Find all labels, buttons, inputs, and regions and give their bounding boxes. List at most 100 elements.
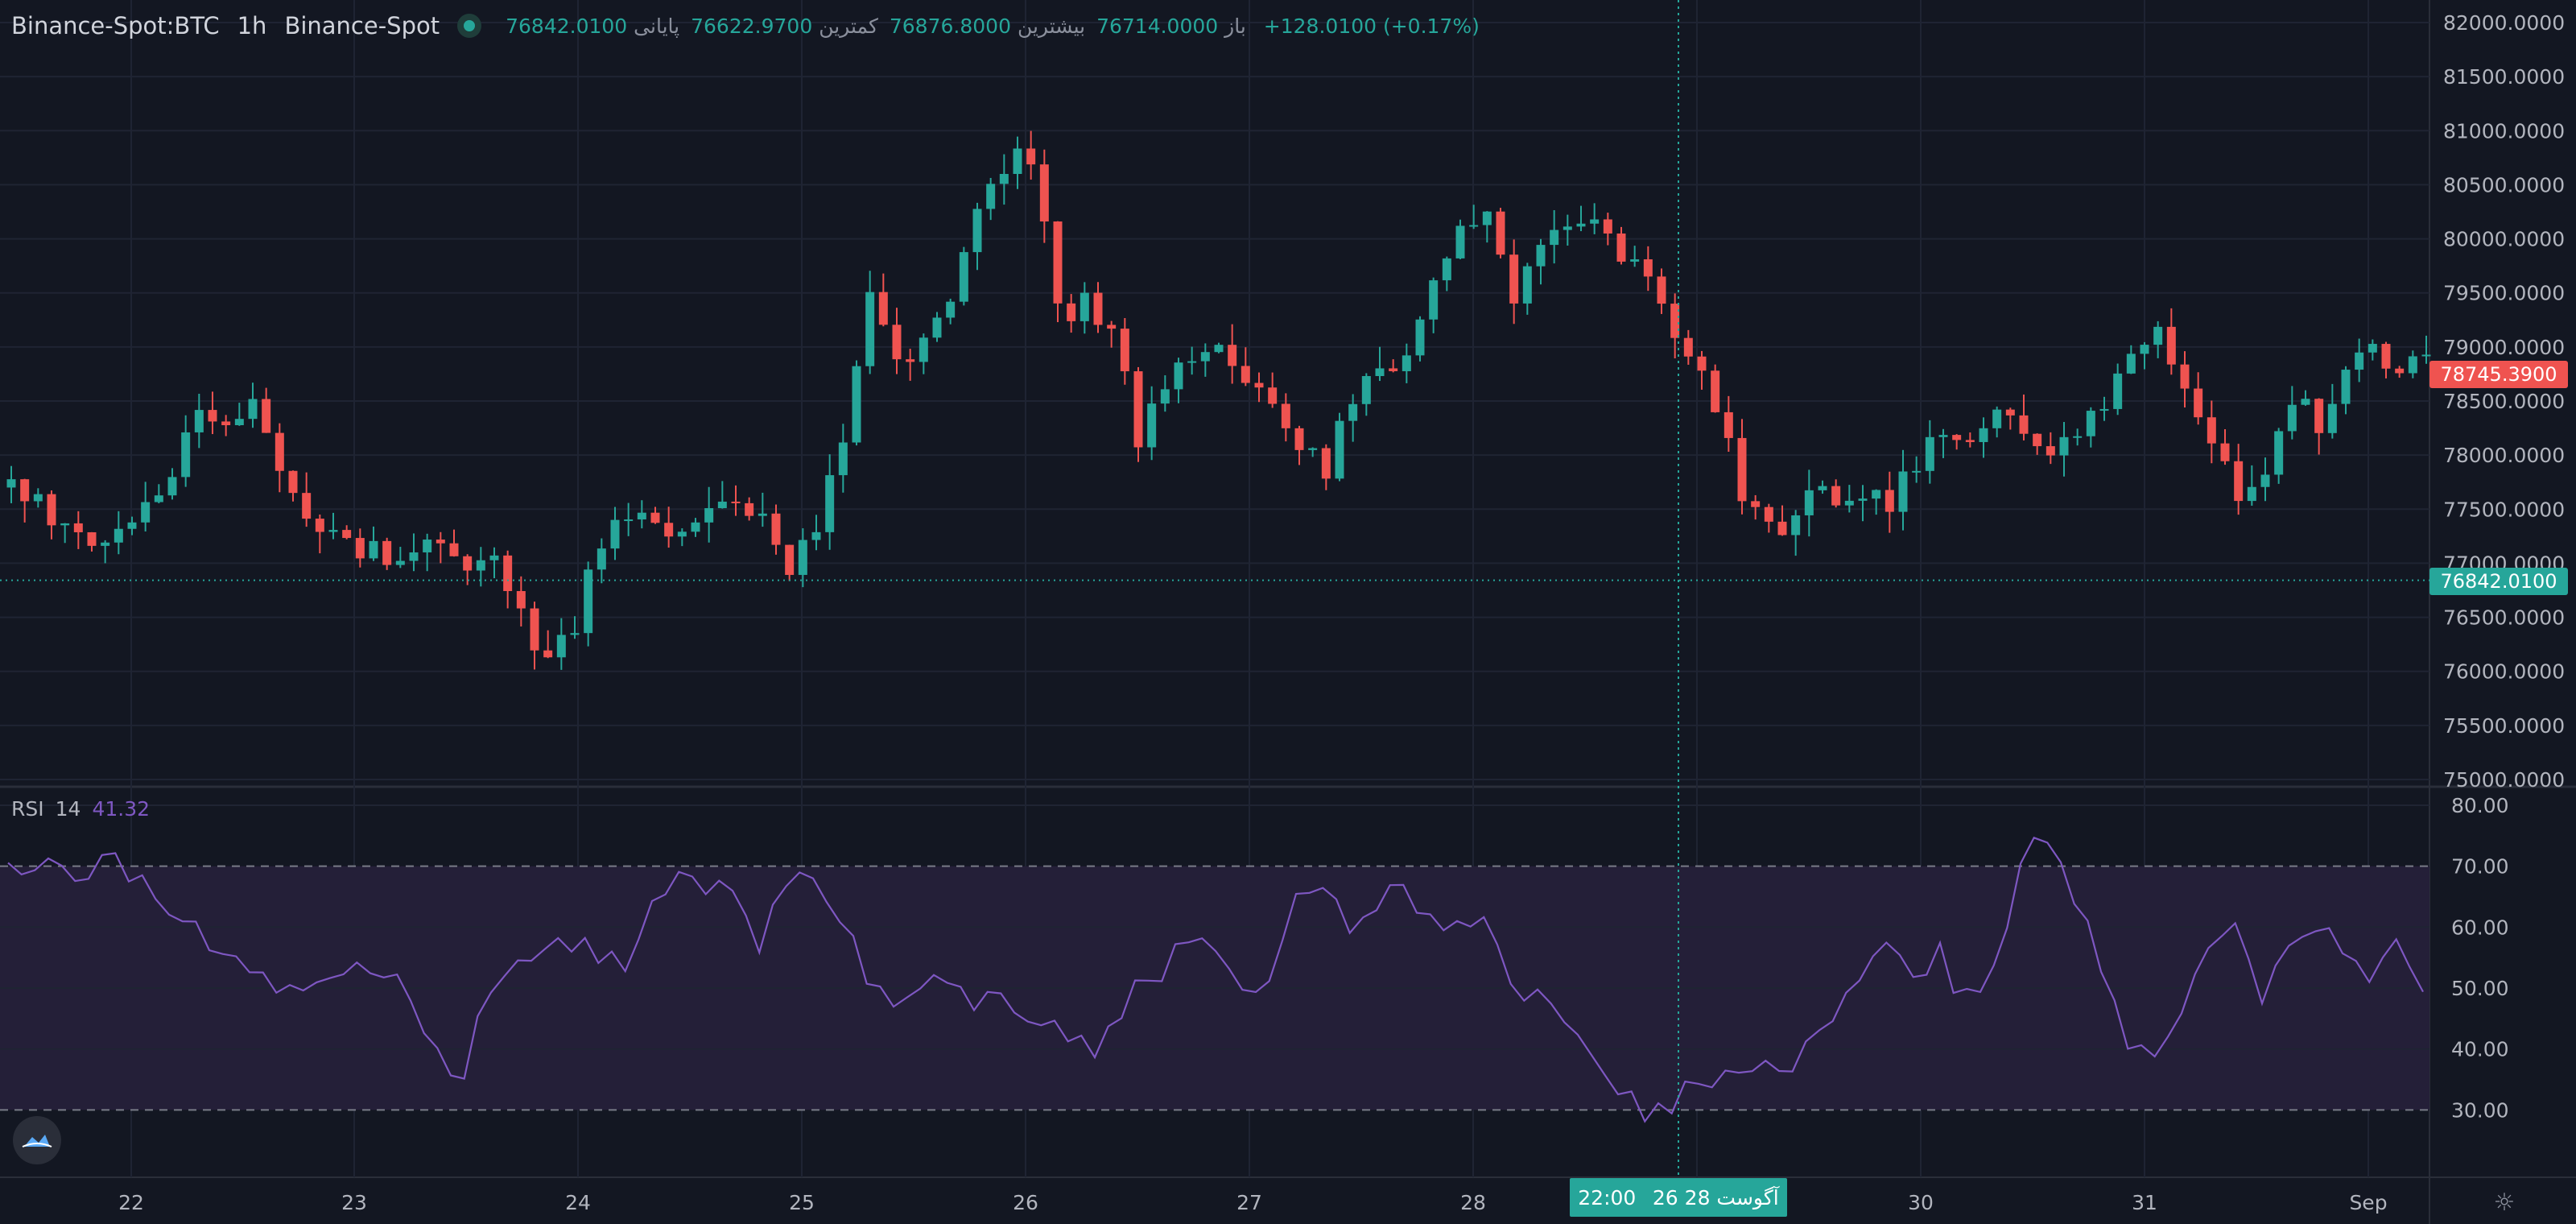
candle-body [838,442,848,476]
candle-body [60,523,70,526]
candle-body [2341,370,2351,404]
candle-body [1361,376,1371,404]
candle-body [2301,399,2310,405]
candle-body [946,301,956,318]
candle-body [1670,304,1680,338]
candle-body [2194,388,2203,418]
candle-body [288,470,298,494]
candle-body [489,555,499,560]
current-price-tag: 78745.3900 [2429,361,2568,388]
candle-body [1550,229,1559,246]
candle-body [234,419,244,426]
candle-body [1965,440,1975,442]
interval-label[interactable]: 1h [237,12,267,39]
candle-body [892,325,902,360]
candle-body [1616,233,1626,262]
candle-body [516,591,526,609]
candle-body [852,366,861,443]
candle-body [798,540,807,575]
gear-icon[interactable]: ☼ [2493,1189,2516,1217]
candle-body [637,512,646,520]
candle-body [691,522,700,532]
candle-body [972,209,982,253]
candle-body [1268,387,1278,404]
candle-body [1630,259,1640,262]
price-tick-label: 75500.0000 [2443,714,2565,738]
live-status-dot-icon [457,14,482,38]
rsi-line [7,836,2424,1123]
candle-body [1872,490,1881,499]
candle-body [677,531,687,537]
candle-body [959,252,968,302]
open-value: 76714.0000 [1096,14,1219,38]
candle-body [664,523,674,537]
candle-body [1885,490,1894,512]
candle-body [2408,356,2417,374]
candle-body [73,523,83,532]
candle-body [811,531,821,540]
candle-body [1067,303,1076,321]
crosshair-time-tag: 22:00 26 آگوست 28 [1570,1178,1787,1217]
candle-body [2073,436,2083,438]
candle-body [2421,354,2431,357]
candle-body [503,555,513,592]
candle-body [1831,486,1841,506]
candle-body [248,399,258,420]
time-tick-label: 23 [341,1191,367,1214]
time-tick-label: Sep [2349,1191,2387,1214]
symbol-label[interactable]: Binance-Spot:BTC [11,12,220,39]
candle-body [181,432,191,478]
candle-body [1093,292,1103,325]
candle-body [530,608,539,651]
candle-body [1415,319,1425,356]
candle-body [436,540,445,544]
candle-body [1844,500,1854,506]
time-tick-label: 27 [1236,1191,1262,1214]
candle-body [597,548,606,570]
candle-body [2247,486,2256,502]
candle-body [1603,219,1612,234]
candle-body [2005,409,2015,416]
candle-body [610,519,620,549]
candle-body [194,410,204,432]
candle-body [1643,259,1653,277]
candle-body [2314,399,2324,433]
candle-body [221,421,231,426]
candle-body [33,494,43,502]
candle-body [2381,344,2391,369]
candle-body [1200,352,1210,362]
candle-body [1281,403,1290,428]
candle-body [1563,226,1572,230]
candle-body [2234,461,2244,502]
candle-body [1120,329,1129,372]
rsi-name[interactable]: RSI [11,797,44,821]
candle-body [1455,225,1465,258]
price-tick-label: 79500.0000 [2443,282,2565,305]
candle-body [1107,325,1117,329]
price-tick-label: 80500.0000 [2443,173,2565,196]
candle-body [369,540,378,559]
candle-body [2019,415,2029,434]
candle-body [1777,521,1787,536]
close-label: پایانی [634,14,680,38]
price-tick-label: 80000.0000 [2443,228,2565,251]
candle-body [1576,223,1586,227]
candle-body [717,501,727,509]
price-tick-label: 81500.0000 [2443,65,2565,89]
price-tick-label: 81000.0000 [2443,119,2565,143]
low-value: 76622.9700 [691,14,813,38]
candle-body [2207,417,2216,444]
tradingview-logo-icon[interactable] [13,1116,61,1164]
rsi-tick-label: 50.00 [2451,977,2509,1000]
candle-body [570,633,580,635]
candle-body [409,552,419,561]
candle-body [302,493,312,519]
last-price-tag: 76842.0100 [2429,568,2568,595]
candle-body [624,519,634,522]
candle-body [463,556,473,571]
candle-body [2260,474,2270,487]
candle-body [1536,245,1546,267]
time-tick-label: 24 [565,1191,591,1214]
